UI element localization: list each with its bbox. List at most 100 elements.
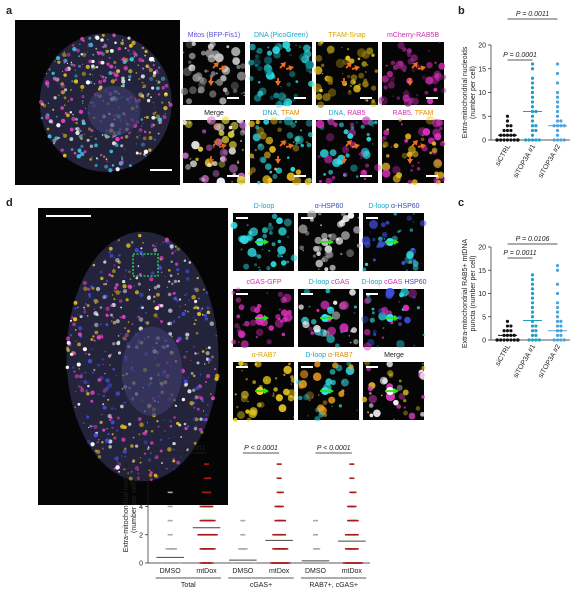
blob <box>382 141 389 148</box>
blob <box>183 294 185 297</box>
blob <box>89 73 92 76</box>
blob <box>385 287 395 297</box>
blob <box>182 51 185 54</box>
blob <box>216 177 226 187</box>
blob <box>191 140 200 150</box>
panel-label: d <box>6 197 13 209</box>
blob <box>139 251 141 253</box>
data-dash <box>315 548 321 550</box>
data-point <box>530 95 535 99</box>
blob <box>168 419 173 423</box>
blob <box>315 259 324 268</box>
blob <box>362 170 366 174</box>
blob <box>113 467 116 470</box>
blob <box>114 78 118 82</box>
arrow-head <box>394 315 399 321</box>
blob <box>272 392 275 395</box>
blob <box>79 315 83 319</box>
data-point <box>559 324 563 328</box>
blob <box>47 134 52 139</box>
blob <box>72 322 76 327</box>
blob <box>95 66 99 69</box>
blob <box>396 384 403 391</box>
blob <box>90 442 95 447</box>
blob <box>53 96 57 100</box>
blob <box>193 426 198 431</box>
blob <box>71 43 75 47</box>
blob <box>280 260 287 266</box>
blob <box>183 379 188 384</box>
blob <box>108 168 113 173</box>
blob <box>398 393 406 400</box>
blob <box>78 368 80 370</box>
blob <box>112 268 115 271</box>
data-dash <box>324 562 329 564</box>
blob <box>275 167 283 174</box>
blob <box>85 64 90 69</box>
blob <box>399 229 402 232</box>
blob <box>254 360 262 368</box>
blob <box>356 409 358 411</box>
blob <box>249 319 257 327</box>
blob <box>326 251 334 259</box>
data-dash <box>351 491 357 494</box>
blob <box>96 449 101 454</box>
blob <box>115 258 120 263</box>
blob <box>93 82 96 85</box>
blob <box>111 426 114 430</box>
blob <box>129 53 132 55</box>
blob <box>114 41 117 45</box>
blob <box>118 470 120 473</box>
blob <box>66 340 71 345</box>
data-point <box>530 128 535 133</box>
blob <box>167 322 171 326</box>
blob <box>170 260 173 263</box>
data-point <box>555 310 560 314</box>
blob <box>143 130 147 134</box>
blob <box>147 92 150 96</box>
blob <box>372 125 374 128</box>
tile-label: D-loop α-RAB7 <box>305 352 352 359</box>
blob <box>106 308 108 310</box>
blob <box>149 478 153 482</box>
blob <box>95 47 98 50</box>
blob <box>226 45 230 49</box>
blob <box>245 409 250 414</box>
label-part: Merge <box>204 110 224 117</box>
blob <box>101 447 104 450</box>
blob <box>350 164 358 172</box>
tile-label: TFAM-Snap <box>328 32 365 39</box>
blob <box>432 118 441 128</box>
blob <box>137 315 141 319</box>
data-dash <box>302 562 307 564</box>
blob <box>167 292 172 297</box>
blob <box>108 418 111 421</box>
blob <box>320 224 323 227</box>
data-point <box>530 124 535 128</box>
blob <box>142 122 144 125</box>
blob <box>203 313 208 318</box>
data-point <box>562 138 566 142</box>
blob <box>381 162 391 172</box>
blob <box>232 57 241 66</box>
blob <box>126 329 130 333</box>
blob <box>75 122 78 125</box>
blob <box>295 80 299 84</box>
blob <box>142 67 144 70</box>
blob <box>200 430 204 434</box>
data-point <box>530 338 535 342</box>
arrow-head <box>329 388 334 394</box>
blob <box>85 352 88 355</box>
y-tick-label: 0 <box>482 338 486 345</box>
blob <box>382 135 387 141</box>
blob <box>361 315 369 323</box>
blob <box>363 342 372 351</box>
panel-label: c <box>458 197 464 209</box>
blob <box>305 320 309 323</box>
blob <box>195 331 199 335</box>
blob <box>326 75 333 83</box>
blob <box>361 236 371 245</box>
blob <box>69 127 74 132</box>
blob <box>108 273 112 277</box>
blob <box>381 336 385 339</box>
